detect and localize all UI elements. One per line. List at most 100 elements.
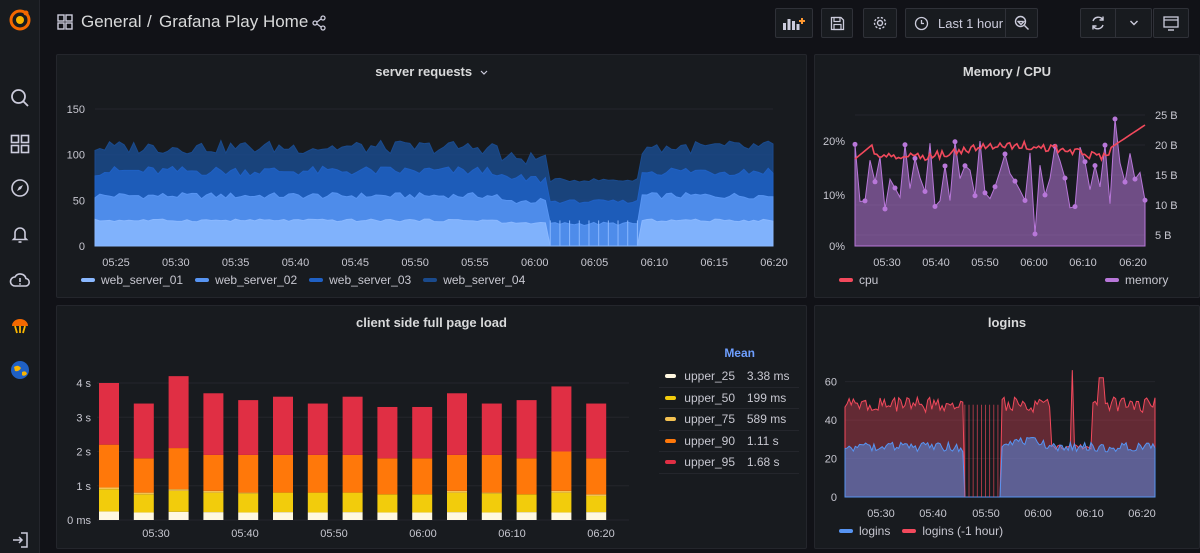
x-tick-label: 06:05 [581,257,609,269]
bar-upper_95 [307,403,328,455]
memory-point [1062,175,1068,181]
memory-point [962,163,968,169]
save-icon [830,16,844,30]
legend-row[interactable]: upper_90 1.11 s [659,431,799,452]
legend-row[interactable]: upper_75 589 ms [659,409,799,431]
dashboard-settings-button[interactable] [863,8,897,38]
x-tick-label: 05:50 [971,257,999,269]
bar-upper_25 [168,511,189,520]
bar-upper_95 [586,403,607,459]
memory-point [882,206,888,212]
y-tick-label: 4 s [76,378,91,390]
memory-point [1142,197,1148,203]
bar-upper_50 [551,492,572,513]
legend-item[interactable]: web_server_04 [423,273,525,287]
x-tick-label: 06:20 [587,528,615,540]
legend-row[interactable]: upper_95 1.68 s [659,452,799,474]
breadcrumb-dashboard-title[interactable]: Grafana Play Home [159,12,309,31]
grafana-logo-icon[interactable] [6,6,34,34]
sign-in-icon[interactable] [6,526,34,553]
bar-upper_50 [342,492,363,513]
dashboards-icon[interactable] [6,130,34,158]
logins-legend: logins logins (-1 hour) [839,524,1015,538]
bar-upper_90 [516,458,537,495]
bar-upper_75 [238,492,259,494]
memory-point [1092,163,1098,169]
time-range-picker[interactable]: Last 1 hour [905,8,1038,38]
logins-chart[interactable]: 0 20 40 60 05:30 05:40 05:50 06:00 06:10 06:20 [815,340,1200,550]
x-tick-label: 05:40 [282,257,310,269]
time-range-label: Last 1 hour [938,15,1004,31]
x-tick-label: 06:15 [700,257,728,269]
x-tick-label: 06:00 [1024,508,1052,520]
legend-row[interactable]: upper_50 199 ms [659,388,799,409]
memory-cpu-chart[interactable]: 0% 10% 20% 5 B 10 B 15 B 20 B 25 B 05:30 05:40 05:… [815,89,1200,299]
bar-upper_75 [203,490,224,493]
bar-upper_95 [133,403,154,459]
legend-item-memory[interactable]: memory [1105,273,1168,287]
plugin-brain-icon[interactable] [6,312,34,340]
legend-item[interactable]: web_server_02 [195,273,297,287]
bar-upper_95 [377,406,398,459]
y-right-tick-label: 10 B [1155,200,1178,212]
bar-upper_25 [342,512,363,520]
bar-upper_90 [377,458,398,495]
x-tick-label: 05:30 [873,257,901,269]
save-dashboard-button[interactable] [821,8,853,38]
legend-header-mean[interactable]: Mean [724,346,755,360]
server-requests-chart[interactable]: 0 50 100 150 05:25 05:30 05:35 05:40 05:45 05:50 0… [57,89,808,299]
bar-upper_90 [133,458,154,493]
cycle-view-mode-button[interactable] [1153,8,1189,38]
x-tick-label: 05:50 [320,528,348,540]
refresh-icon [1081,15,1115,31]
bar-upper_50 [447,492,467,513]
y-tick-label: 0 [79,241,85,253]
bar-upper_95 [273,396,293,455]
legend-item-cpu[interactable]: cpu [839,273,878,287]
search-icon[interactable] [6,84,34,112]
memory-point [1082,159,1088,165]
bar-upper_90 [307,454,328,493]
y-tick-label: 1 s [76,481,91,493]
panel-title[interactable]: Memory / CPU [962,64,1052,79]
bar-upper_25 [586,512,607,520]
bar-upper_90 [551,451,572,491]
zoom-out-button[interactable] [1005,9,1037,37]
page-load-legend-table: Mean upper_25 3.38 ms upper_50 199 ms uppe… [659,346,799,474]
legend-item-logins[interactable]: logins [839,524,890,538]
x-tick-label: 05:30 [162,257,190,269]
legend-row[interactable]: upper_25 3.38 ms [659,366,799,388]
x-tick-label: 06:10 [641,257,669,269]
refresh-button[interactable] [1080,8,1152,38]
legend-item[interactable]: web_server_03 [309,273,411,287]
y-tick-label: 60 [825,377,837,389]
y-tick-label: 2 s [76,447,91,459]
x-tick-label: 05:30 [867,508,895,520]
legend-item[interactable]: web_server_01 [81,273,183,287]
legend-item-logins-prev[interactable]: logins (-1 hour) [902,524,1003,538]
page-load-bar-chart[interactable]: 0 ms 1 s 2 s 3 s 4 s 05:30 05:40 05:50 06:00 06:1… [57,340,657,550]
cloud-alert-icon[interactable] [6,266,34,294]
memory-point [1102,142,1108,148]
panel-title[interactable]: server requests [57,64,806,79]
breadcrumb-folder[interactable]: General [81,12,142,31]
explore-compass-icon[interactable] [6,174,34,202]
breadcrumb-separator: / [147,12,152,31]
gear-icon [873,16,887,30]
bar-upper_75 [481,492,502,494]
memory-point [902,142,908,148]
memory-point [952,139,958,145]
alerting-bell-icon[interactable] [6,220,34,248]
refresh-interval-dropdown[interactable] [1115,9,1151,37]
x-tick-label: 06:20 [1128,508,1156,520]
panel-title[interactable]: client side full page load [356,315,507,330]
area-logins [844,436,1156,498]
y-tick-label: 0 ms [67,515,91,527]
panel-title[interactable]: logins [987,315,1027,330]
globe-plugin-icon[interactable] [6,356,34,384]
bar-upper_90 [586,458,607,495]
bar-upper_95 [516,400,537,459]
panel-logins: logins 0 20 40 60 05:30 05:40 05:50 06:00 06:10 0… [814,305,1200,549]
share-icon[interactable] [311,15,327,36]
add-panel-button[interactable] [775,8,813,38]
